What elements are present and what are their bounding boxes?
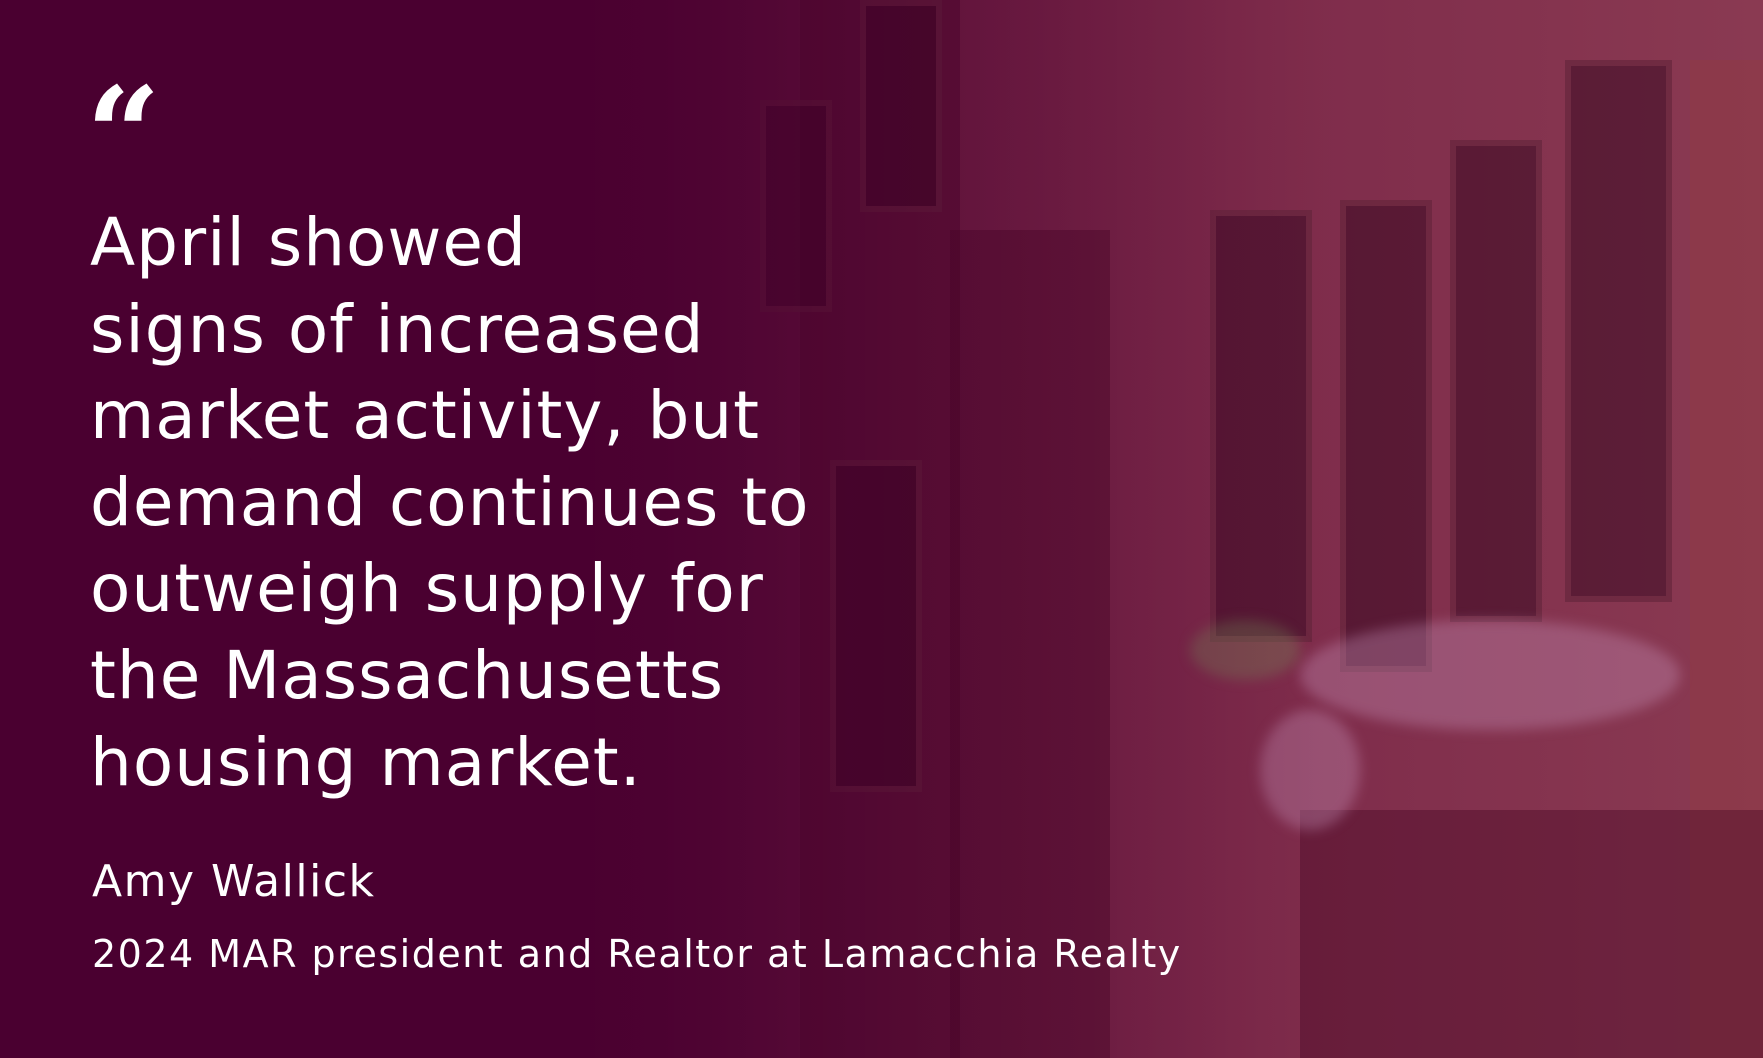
attribution-name: Amy Wallick <box>92 856 376 907</box>
attribution-title: 2024 MAR president and Realtor at Lamacc… <box>92 932 1182 976</box>
quote-text: April showed signs of increased market a… <box>90 204 810 801</box>
quote-mark-icon: “ <box>86 58 161 211</box>
